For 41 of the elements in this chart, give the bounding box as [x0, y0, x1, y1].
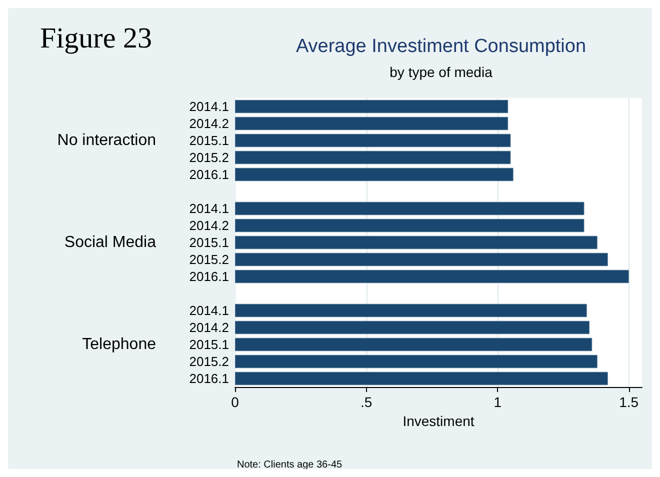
bar: [235, 270, 629, 284]
y-tick-label: 2014.1: [189, 303, 229, 318]
x-tick-label: 0: [231, 394, 240, 410]
y-tick-label: 2016.1: [189, 371, 229, 386]
text: No interaction: [57, 132, 156, 149]
text: Telephone: [82, 336, 156, 353]
y-tick-label: 2014.2: [189, 116, 229, 131]
caption: Figure 23: [40, 22, 152, 54]
bar: [235, 252, 608, 266]
x-tick-label: 1.5: [619, 394, 639, 410]
y-tick-label: 2014.2: [189, 218, 229, 233]
y-tick-label: 2014.2: [189, 320, 229, 335]
bar: [235, 100, 508, 114]
bar: [235, 338, 592, 352]
bar: [235, 320, 590, 334]
y-tick-label: 2015.2: [189, 354, 229, 369]
y-tick-label: 2015.1: [189, 235, 229, 250]
bar: [235, 168, 514, 182]
bar: [235, 218, 584, 232]
x-axis-title: Investiment: [402, 412, 474, 429]
bar: [235, 304, 587, 318]
y-tick-label: 2015.1: [189, 337, 229, 352]
chart-subtitle: by type of media: [390, 64, 493, 80]
y-tick-label: 2014.1: [189, 201, 229, 216]
bar: [235, 134, 511, 148]
chart-title: Average Investiment Consumption: [296, 36, 586, 57]
bar: [235, 372, 608, 386]
y-tick-label: 2014.1: [189, 99, 229, 114]
bar: [235, 236, 598, 250]
y-tick-label: 2016.1: [189, 167, 229, 182]
bar: [235, 354, 598, 368]
y-tick-label: 2015.2: [189, 150, 229, 165]
bar: [235, 202, 584, 216]
bar: [235, 116, 508, 130]
y-tick-label: 2015.2: [189, 252, 229, 267]
bar: [235, 150, 511, 164]
y-tick-label: 2015.1: [189, 133, 229, 148]
y-tick-label: 2016.1: [189, 269, 229, 284]
x-tick-label: .5: [360, 394, 372, 410]
x-tick-label: 1: [494, 394, 502, 410]
text: Social Media: [64, 234, 156, 251]
